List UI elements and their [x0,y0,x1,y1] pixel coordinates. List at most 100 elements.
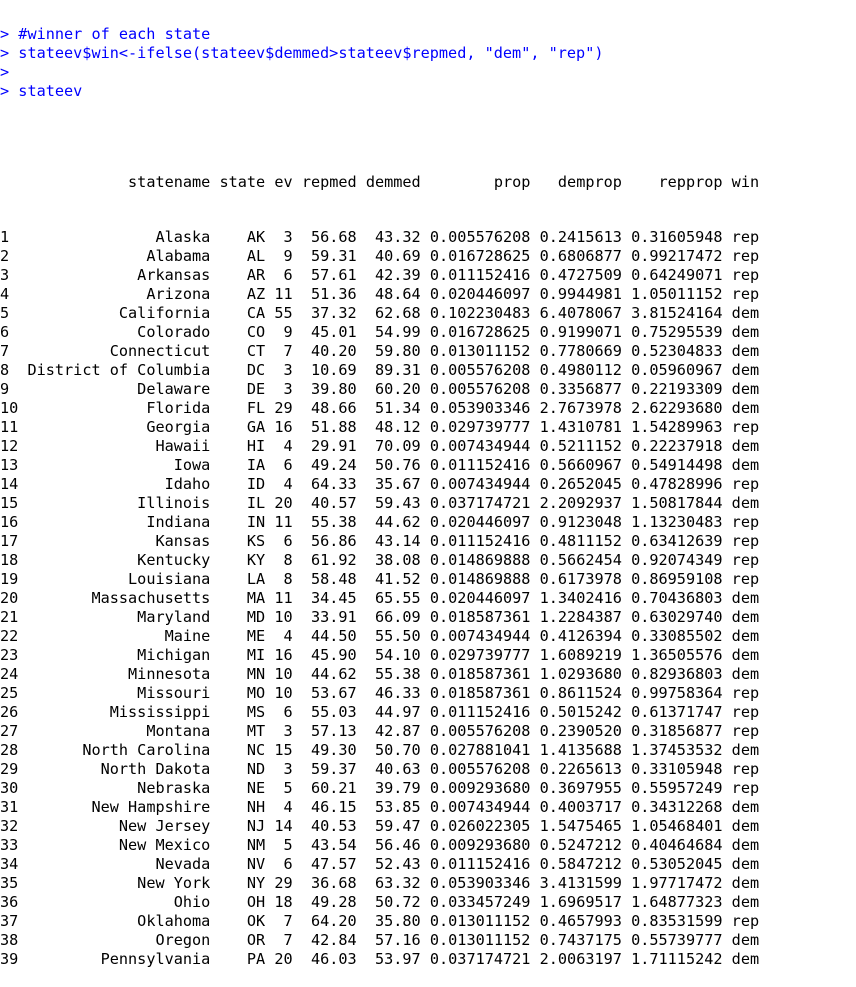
cell-statename: Indiana [27,513,211,531]
cell-demprop: 2.2092937 [539,494,622,512]
cell-prop: 0.033457249 [429,893,531,911]
cell-ev: 9 [274,247,293,265]
cell-win: dem [731,817,760,835]
cell-statename: New York [27,874,211,892]
cell-ev: 5 [274,836,293,854]
cell-win: dem [731,874,760,892]
cell-demmed: 40.63 [365,760,421,778]
cell-repmed: 40.53 [301,817,357,835]
table-row: 20 Massachusetts MA 11 34.45 65.55 0.020… [0,589,856,608]
cell-demmed: 39.79 [365,779,421,797]
cell-state: NC [219,741,266,759]
cell-statename: New Hampshire [27,798,211,816]
cell-demprop: 0.5660967 [539,456,622,474]
cell-state: MN [219,665,266,683]
cell-win: rep [731,228,760,246]
cell-statename: New Mexico [27,836,211,854]
cell-win: rep [731,722,760,740]
cell-demmed: 48.12 [365,418,421,436]
cell-prop: 0.011152416 [429,855,531,873]
cell-statename: Pennsylvania [27,950,211,968]
cell-win: dem [731,950,760,968]
cell-demprop: 1.0293680 [539,665,622,683]
table-row: 24 Minnesota MN 10 44.62 55.38 0.0185873… [0,665,856,684]
row-name: 16 [0,513,19,531]
cell-prop: 0.018587361 [429,684,531,702]
cell-prop: 0.005576208 [429,760,531,778]
cell-repprop: 0.75295539 [631,323,723,341]
cell-ev: 6 [274,532,293,550]
cell-prop: 0.013011152 [429,931,531,949]
cell-state: MO [219,684,266,702]
row-name: 33 [0,836,19,854]
cell-demprop: 0.3356877 [539,380,622,398]
cell-repmed: 64.33 [301,475,357,493]
cell-ev: 9 [274,323,293,341]
cell-repmed: 49.24 [301,456,357,474]
cell-demprop: 0.2390520 [539,722,622,740]
cell-statename: Maryland [27,608,211,626]
command-line: > stateev [0,82,856,101]
cell-prop: 0.029739777 [429,646,531,664]
cell-win: dem [731,798,760,816]
cell-state: ID [219,475,266,493]
cell-demmed: 55.50 [365,627,421,645]
cell-repmed: 48.66 [301,399,357,417]
cell-win: rep [731,247,760,265]
cell-statename: District of Columbia [27,361,211,379]
cell-state: MA [219,589,266,607]
command-text: stateev$win<-ifelse(stateev$demmed>state… [9,44,604,62]
table-row: 32 New Jersey NJ 14 40.53 59.47 0.026022… [0,817,856,836]
cell-ev: 55 [274,304,293,322]
cell-prop: 0.027881041 [429,741,531,759]
cell-win: dem [731,931,760,949]
cell-state: AZ [219,285,266,303]
table-row: 22 Maine ME 4 44.50 55.50 0.007434944 0.… [0,627,856,646]
table-row: 4 Arizona AZ 11 51.36 48.64 0.020446097 … [0,285,856,304]
cell-repprop: 0.63029740 [631,608,723,626]
cell-prop: 0.016728625 [429,323,531,341]
cell-prop: 0.037174721 [429,494,531,512]
cell-repprop: 0.55957249 [631,779,723,797]
cell-prop: 0.009293680 [429,779,531,797]
cell-state: ME [219,627,266,645]
cell-repmed: 46.15 [301,798,357,816]
cell-demmed: 42.87 [365,722,421,740]
table-row: 37 Oklahoma OK 7 64.20 35.80 0.013011152… [0,912,856,931]
cell-repmed: 37.32 [301,304,357,322]
cell-repmed: 58.48 [301,570,357,588]
row-name: 29 [0,760,19,778]
cell-statename: Mississippi [27,703,211,721]
cell-repprop: 0.22237918 [631,437,723,455]
cell-state: FL [219,399,266,417]
cell-demprop: 6.4078067 [539,304,622,322]
command-history: > #winner of each state > stateev$win<-if… [0,25,856,101]
row-name: 26 [0,703,19,721]
cell-statename: Illinois [27,494,211,512]
cell-state: KY [219,551,266,569]
row-name: 31 [0,798,19,816]
cell-demmed: 42.39 [365,266,421,284]
row-name: 14 [0,475,19,493]
cell-demmed: 65.55 [365,589,421,607]
row-name: 39 [0,950,19,968]
cell-statename: Oklahoma [27,912,211,930]
cell-win: rep [731,760,760,778]
cell-repmed: 29.91 [301,437,357,455]
cell-statename: Kentucky [27,551,211,569]
cell-demmed: 66.09 [365,608,421,626]
cell-repmed: 34.45 [301,589,357,607]
row-name: 28 [0,741,19,759]
cell-statename: Nevada [27,855,211,873]
cell-repprop: 1.54289963 [631,418,723,436]
column-header-prop: prop [429,173,531,191]
cell-prop: 0.007434944 [429,627,531,645]
cell-win: rep [731,570,760,588]
cell-demprop: 0.6173978 [539,570,622,588]
cell-win: rep [731,532,760,550]
cell-ev: 6 [274,266,293,284]
table-row: 1 Alaska AK 3 56.68 43.32 0.005576208 0.… [0,228,856,247]
cell-demmed: 51.34 [365,399,421,417]
table-row: 11 Georgia GA 16 51.88 48.12 0.029739777… [0,418,856,437]
